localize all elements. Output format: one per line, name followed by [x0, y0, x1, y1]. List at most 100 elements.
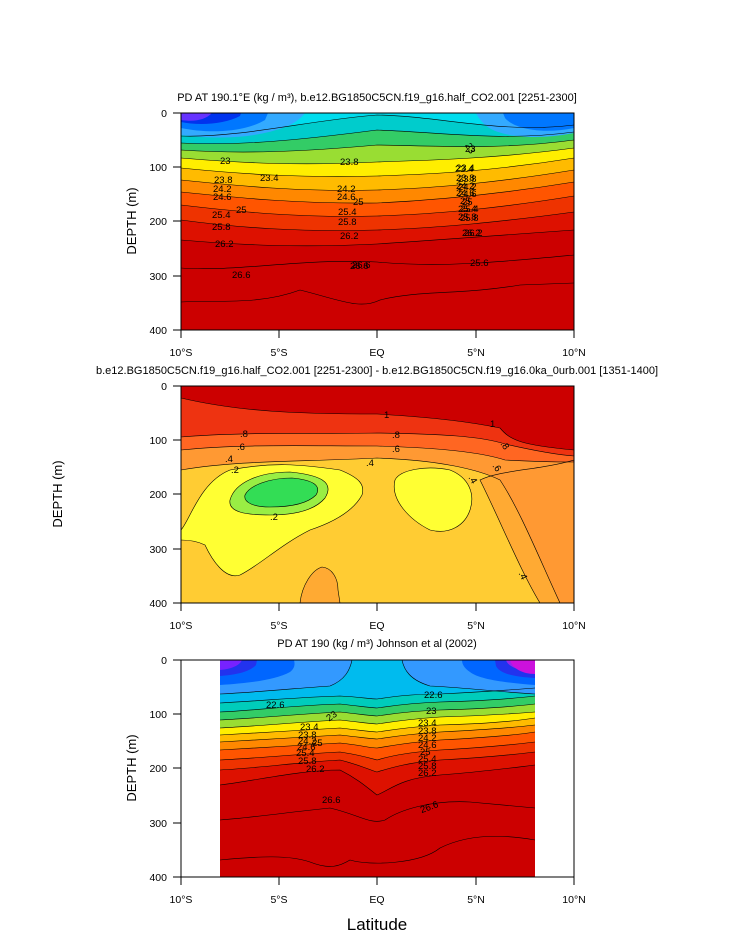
- p1-ytick: 400: [149, 325, 167, 337]
- panel-2-y-ticks: 0 100 200 300 400: [149, 381, 167, 610]
- p2-label: .4: [516, 570, 529, 582]
- p1-label: 26.2: [462, 228, 481, 239]
- p1-label: 25.4: [338, 207, 357, 218]
- p3-label: 25: [420, 747, 431, 758]
- p3-ytick: 100: [149, 709, 167, 721]
- p3-label: 23: [324, 709, 339, 724]
- panel-3-x-ticks: 10°S 5°S EQ 5°N 10°N: [170, 894, 586, 906]
- p1-label: 26.2: [464, 228, 483, 239]
- p3-xtick: 5°N: [467, 894, 485, 906]
- p2-label: .6: [237, 442, 245, 453]
- p1-label: 26.6: [232, 270, 251, 281]
- p3-label: 26.2: [418, 768, 437, 779]
- p1-xtick: EQ: [369, 347, 384, 359]
- p3-label: 25: [312, 738, 323, 749]
- p1-band-purple: [181, 113, 212, 121]
- p2-xtick: 5°S: [270, 620, 287, 632]
- p2-label: 1: [490, 419, 495, 430]
- p1-label: 26.6: [350, 261, 369, 272]
- p3-label: 23.4: [300, 722, 319, 733]
- p1-tickmarks: [173, 112, 575, 338]
- p2-band-1: [181, 386, 574, 450]
- p1-label: 25.8: [338, 217, 357, 228]
- panel-3-title: PD AT 190 (kg / m³) Johnson et al (2002): [277, 638, 477, 650]
- panel-3-y-ticks: 0 100 200 300 400: [149, 655, 167, 884]
- p1-label: 25: [353, 197, 364, 208]
- p1-label: 25: [236, 205, 247, 216]
- p2-label: .2: [270, 512, 278, 523]
- p2-label: .8: [392, 430, 400, 441]
- p1-label: 23.8: [456, 173, 475, 184]
- p3-label: 25.8: [298, 756, 317, 767]
- p1-label: 25: [460, 196, 471, 207]
- panel-1-contour-labels: 23 23.4 23.8 24.2 24.6 25 25.4 25.8 26.2…: [212, 141, 489, 281]
- p1-label: 24.6: [213, 192, 232, 203]
- p3-ytick: 300: [149, 818, 167, 830]
- p3-label: 23.8: [298, 730, 317, 741]
- p1-label: 24.6: [337, 192, 356, 203]
- p3-ytick: 200: [149, 763, 167, 775]
- p1-label: 24.2: [458, 182, 477, 193]
- p1-label: 23.4: [456, 163, 475, 174]
- p1-ytick: 300: [149, 271, 167, 283]
- p1-label: 25.4: [212, 210, 231, 221]
- p1-label: 26.2: [340, 231, 359, 242]
- p3-label: 26.2: [306, 764, 325, 775]
- p1-band-blue-r: [503, 113, 574, 131]
- p2-label: .8: [240, 429, 248, 440]
- p3-xtick: EQ: [369, 894, 384, 906]
- p1-label: 26.2: [215, 239, 234, 250]
- p1-label: 23.4: [455, 164, 474, 175]
- p2-band-bump: [300, 567, 340, 603]
- p3-label: 24.2: [418, 733, 437, 744]
- panel-3-ylabel: DEPTH (m): [124, 734, 139, 801]
- p2-xtick: 5°N: [467, 620, 485, 632]
- panel-1-title: PD AT 190.1°E (kg / m³), b.e12.BG1850C5C…: [177, 92, 577, 104]
- panel-1: PD AT 190.1°E (kg / m³), b.e12.BG1850C5C…: [124, 92, 586, 359]
- panel-3-contour-labels: 22.6 23.4 23 23.8 24.2 24.6 25 25.4 25.8…: [266, 690, 443, 816]
- p1-xtick: 10°S: [170, 347, 193, 359]
- p3-label: 26.6: [322, 795, 341, 806]
- p2-ytick: 200: [149, 489, 167, 501]
- p1-xtick: 10°N: [562, 347, 585, 359]
- panel-2: b.e12.BG1850C5CN.f19_g16.half_CO2.001 [2…: [50, 365, 658, 632]
- p1-label: 23.8: [340, 157, 359, 168]
- p3-label: 24.6: [418, 740, 437, 751]
- p2-tickmarks: [173, 385, 575, 611]
- p1-ytick: 0: [161, 108, 167, 120]
- x-axis-label: Latitude: [347, 915, 408, 934]
- p3-label: 24.2: [298, 736, 317, 747]
- p1-xtick: 5°S: [270, 347, 287, 359]
- p1-xtick: 5°N: [467, 347, 485, 359]
- p3-label: 22.6: [424, 690, 443, 701]
- p2-xtick: 10°N: [562, 620, 585, 632]
- p2-band-green: [244, 478, 318, 507]
- p2-label: .4: [225, 454, 233, 465]
- p1-label: 25.8: [212, 222, 231, 233]
- panel-1-y-ticks: 0 100 200 300 400: [149, 108, 167, 337]
- p1-label: 25.8: [458, 212, 477, 223]
- p2-label: 1: [384, 410, 389, 421]
- p1-label: 23: [465, 144, 476, 155]
- p1-label: 25.6: [470, 258, 489, 269]
- p1-label: 25.4: [460, 204, 479, 215]
- p3-label: 23.4: [418, 718, 437, 729]
- p3-label: 25.4: [296, 748, 315, 759]
- p3-ytick: 0: [161, 655, 167, 667]
- panel-1-contours: [181, 113, 574, 330]
- p1-label: 25.8: [460, 213, 479, 224]
- panel-3: PD AT 190 (kg / m³) Johnson et al (2002): [124, 638, 586, 906]
- p2-xtick: 10°S: [170, 620, 193, 632]
- p2-label: .6: [392, 444, 400, 455]
- panel-2-ylabel: DEPTH (m): [50, 460, 65, 527]
- p3-label: 25.4: [418, 754, 437, 765]
- p2-ytick: 0: [161, 381, 167, 393]
- p1-label: 24.6: [456, 188, 475, 199]
- p2-ytick: 400: [149, 598, 167, 610]
- panel-1-ylabel: DEPTH (m): [124, 187, 139, 254]
- p2-ytick: 300: [149, 544, 167, 556]
- p1-ytick: 100: [149, 162, 167, 174]
- p1-label: 24.2: [213, 184, 232, 195]
- p1-label: 23.4: [260, 173, 279, 184]
